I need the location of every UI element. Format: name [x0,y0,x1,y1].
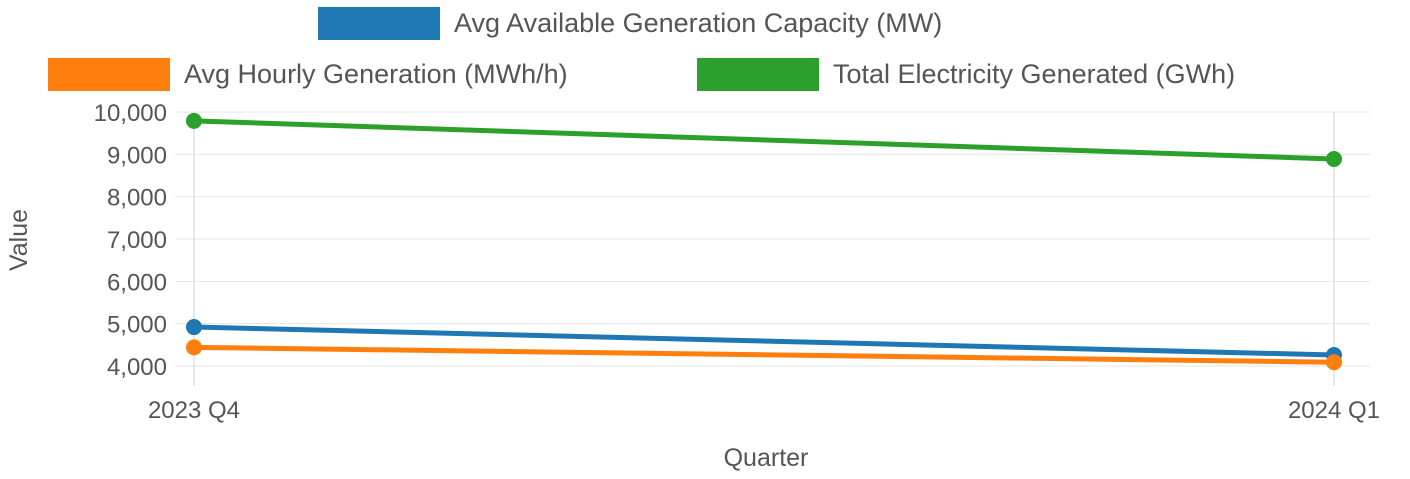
legend-label-hourly: Avg Hourly Generation (MWh/h) [184,59,568,89]
x-axis-title: Quarter [724,444,809,472]
legend-label-capacity: Avg Available Generation Capacity (MW) [454,8,943,38]
data-point-0-0[interactable] [186,319,202,336]
legend-item-hourly[interactable]: Avg Hourly Generation (MWh/h) [48,58,568,91]
data-point-1-0[interactable] [186,339,202,356]
y-tick-label: 7,000 [107,227,167,254]
legend-item-capacity[interactable]: Avg Available Generation Capacity (MW) [318,7,942,40]
data-point-1-1[interactable] [1326,354,1342,371]
y-tick-label: 10,000 [94,100,167,127]
series-line-2 [191,118,1337,162]
series-line-1 [191,344,1337,365]
y-tick-label: 4,000 [107,354,167,381]
legend-swatch-total [697,58,819,91]
y-tick-label: 9,000 [107,142,167,169]
legend-label-total: Total Electricity Generated (GWh) [833,59,1236,89]
legend-swatch-capacity [318,7,440,40]
x-tick-label: 2023 Q4 [148,397,240,424]
series-line-0 [191,324,1337,358]
y-axis-title: Value [5,209,33,271]
data-point-2-0[interactable] [186,112,202,129]
y-tick-label: 6,000 [107,269,167,296]
legend-swatch-hourly [48,58,170,91]
y-tick-label: 8,000 [107,185,167,212]
x-tick-label: 2024 Q1 [1288,397,1380,424]
data-point-2-1[interactable] [1326,150,1342,167]
y-tick-label: 5,000 [107,312,167,339]
legend-item-total[interactable]: Total Electricity Generated (GWh) [697,58,1235,91]
